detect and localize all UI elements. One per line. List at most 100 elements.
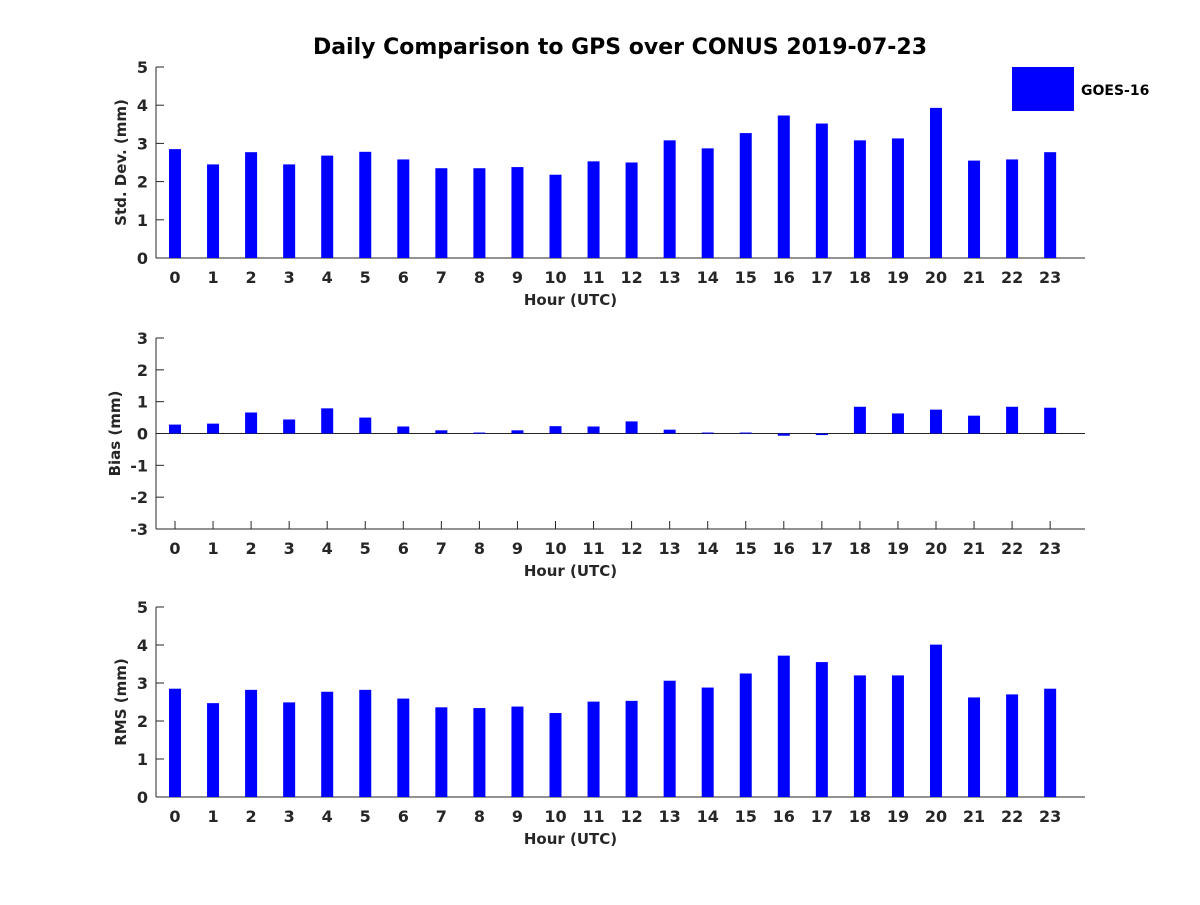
- bias-y-tick-label: 3: [137, 329, 148, 348]
- rms-bar-hour-10: [549, 713, 562, 797]
- rms-x-tick-label: 9: [512, 807, 523, 826]
- std-dev-bar-hour-9: [511, 167, 524, 258]
- bias-x-tick-label: 16: [773, 539, 795, 558]
- rms-x-tick-label: 13: [659, 807, 681, 826]
- std-dev-bar-hour-6: [397, 159, 410, 258]
- rms-bar-hour-0: [169, 688, 181, 797]
- std-dev-bar-hour-0: [169, 149, 181, 258]
- bias-x-tick-label: 22: [1001, 539, 1023, 558]
- std-dev-bar-hour-22: [1006, 159, 1019, 258]
- bias-bar-hour-17: [815, 433, 828, 436]
- bias-x-tick-label: 12: [620, 539, 642, 558]
- std-dev-x-tick-label: 11: [582, 268, 604, 287]
- rms-x-tick-label: 0: [169, 807, 180, 826]
- rms-x-tick-label: 18: [849, 807, 871, 826]
- rms-bar-hour-4: [321, 691, 334, 797]
- bias-x-tick-label: 0: [169, 539, 180, 558]
- bias-bar-hour-19: [891, 413, 904, 434]
- std-dev-bar-hour-1: [207, 164, 220, 258]
- rms-bar-hour-12: [625, 700, 638, 797]
- rms-x-axis-label: Hour (UTC): [524, 830, 617, 848]
- rms-x-tick-label: 3: [284, 807, 295, 826]
- rms-bar-hour-15: [739, 673, 752, 797]
- std-dev-y-tick-label: 2: [137, 173, 148, 192]
- rms-x-tick-label: 15: [735, 807, 757, 826]
- std-dev-bar-hour-17: [815, 123, 828, 258]
- std-dev-y-axis-label: Std. Dev. (mm): [112, 99, 130, 226]
- bias-x-tick-label: 2: [246, 539, 257, 558]
- bias-bar-hour-15: [739, 432, 752, 434]
- bias-x-tick-label: 1: [207, 539, 218, 558]
- bias-bar-hour-1: [207, 423, 220, 434]
- bias-x-tick-label: 19: [887, 539, 909, 558]
- std-dev-bar-hour-21: [968, 160, 981, 258]
- std-dev-y-tick-label: 5: [137, 58, 148, 77]
- std-dev-x-tick-label: 21: [963, 268, 985, 287]
- rms-y-tick-label: 5: [137, 598, 148, 617]
- rms-bar-hour-11: [587, 701, 600, 797]
- std-dev-bar-hour-20: [930, 107, 942, 259]
- rms-bar-hour-18: [853, 675, 866, 797]
- std-dev-x-tick-label: 23: [1039, 268, 1061, 287]
- std-dev-bar-hour-8: [473, 168, 486, 258]
- rms-bar-hour-16: [777, 655, 790, 797]
- std-dev-x-tick-label: 8: [474, 268, 485, 287]
- bias-x-tick-label: 18: [849, 539, 871, 558]
- bias-x-tick-label: 17: [811, 539, 833, 558]
- std-dev-bar-hour-14: [701, 148, 714, 258]
- bias-y-tick-label: 0: [137, 425, 148, 444]
- legend-swatch: [1012, 67, 1074, 111]
- bias-bar-hour-11: [587, 426, 600, 434]
- std-dev-bar-hour-10: [549, 174, 562, 258]
- rms-y-tick-label: 3: [137, 674, 148, 693]
- bias-y-tick-label: -2: [130, 488, 148, 507]
- bias-x-tick-label: 5: [360, 539, 371, 558]
- rms-x-tick-label: 11: [582, 807, 604, 826]
- bias-bar-hour-3: [283, 419, 296, 434]
- std-dev-x-axis-label: Hour (UTC): [524, 291, 617, 309]
- bias-bar-hour-4: [321, 408, 334, 434]
- bias-bar-hour-2: [245, 412, 258, 434]
- std-dev-bar-hour-7: [435, 168, 448, 258]
- bias-bar-hour-13: [663, 429, 676, 434]
- std-dev-bar-hour-19: [891, 138, 904, 258]
- bias-bar-hour-12: [625, 421, 638, 434]
- bias-x-tick-label: 23: [1039, 539, 1061, 558]
- std-dev-bar-hour-2: [245, 152, 258, 258]
- std-dev-x-tick-label: 16: [773, 268, 795, 287]
- rms-bar-hour-13: [663, 680, 676, 797]
- std-dev-x-tick-label: 12: [620, 268, 642, 287]
- rms-bar-hour-14: [701, 687, 714, 797]
- bias-bar-hour-5: [359, 417, 372, 434]
- std-dev-x-tick-label: 10: [544, 268, 566, 287]
- std-dev-bar-hour-15: [739, 133, 752, 258]
- rms-x-tick-label: 7: [436, 807, 447, 826]
- std-dev-x-tick-label: 4: [322, 268, 333, 287]
- bias-x-tick-label: 21: [963, 539, 985, 558]
- figure-title: Daily Comparison to GPS over CONUS 2019-…: [313, 35, 927, 60]
- rms-bar-hour-1: [207, 703, 220, 797]
- std-dev-y-tick-label: 1: [137, 211, 148, 230]
- rms-bar-hour-5: [359, 689, 372, 797]
- bias-bar-hour-7: [435, 430, 448, 434]
- std-dev-x-tick-label: 20: [925, 268, 947, 287]
- rms-y-tick-label: 2: [137, 712, 148, 731]
- std-dev-x-tick-label: 0: [169, 268, 180, 287]
- rms-bar-hour-6: [397, 698, 410, 797]
- bias-y-tick-label: -3: [130, 520, 148, 539]
- std-dev-y-tick-label: 3: [137, 134, 148, 153]
- std-dev-x-tick-label: 15: [735, 268, 757, 287]
- rms-y-tick-label: 4: [137, 636, 148, 655]
- rms-x-tick-label: 8: [474, 807, 485, 826]
- std-dev-bar-hour-3: [283, 164, 296, 258]
- std-dev-bar-hour-13: [663, 140, 676, 258]
- std-dev-bar-hour-12: [625, 162, 638, 258]
- legend: GOES-16: [1012, 67, 1149, 111]
- rms-x-tick-label: 10: [544, 807, 566, 826]
- std-dev-x-tick-label: 7: [436, 268, 447, 287]
- std-dev-y-tick-label: 0: [137, 249, 148, 268]
